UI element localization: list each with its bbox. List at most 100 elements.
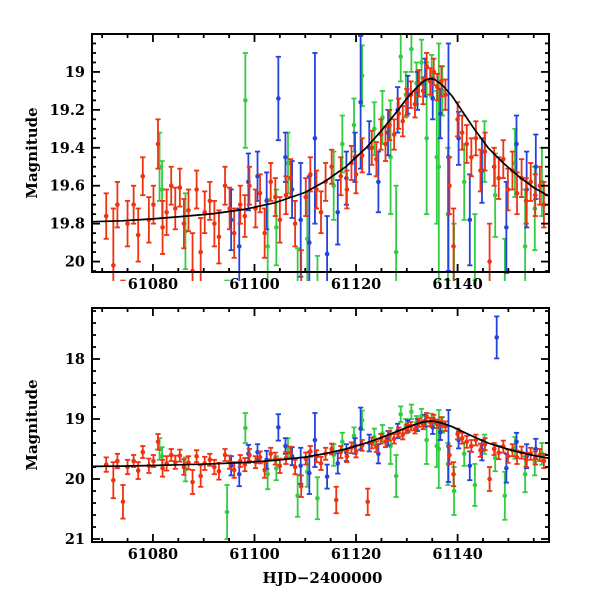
data-point xyxy=(472,482,478,488)
data-point xyxy=(338,173,344,179)
data-point xyxy=(400,118,406,124)
data-point xyxy=(242,213,248,219)
data-point xyxy=(522,471,528,477)
data-point xyxy=(504,465,509,471)
data-point xyxy=(358,99,363,105)
data-point xyxy=(492,192,498,198)
data-point xyxy=(391,132,397,137)
data-point xyxy=(247,452,252,458)
y-tick-label: 19 xyxy=(65,64,85,81)
data-point xyxy=(469,443,474,449)
data-point xyxy=(172,206,178,211)
data-point xyxy=(455,431,460,437)
data-point xyxy=(262,467,267,473)
y-tick-label: 19.4 xyxy=(50,140,85,157)
data-point xyxy=(424,437,429,443)
data-point xyxy=(140,173,146,179)
data-point xyxy=(427,79,433,84)
data-point xyxy=(335,209,341,215)
panel-data-layer xyxy=(92,34,549,281)
data-point xyxy=(298,463,303,469)
y-tick-label: 18 xyxy=(65,351,85,368)
data-point xyxy=(514,439,519,445)
data-point xyxy=(340,439,345,445)
data-point xyxy=(412,101,418,107)
data-point xyxy=(314,187,319,192)
data-point xyxy=(307,470,312,476)
data-point xyxy=(257,190,263,196)
data-point xyxy=(365,499,371,505)
panel-frame xyxy=(91,33,550,273)
y-tick-label: 19 xyxy=(65,411,85,428)
data-point xyxy=(436,446,442,452)
data-point xyxy=(155,439,161,445)
data-point xyxy=(374,156,379,162)
bottom-panel: 18 19 20 21 61080 61100 61120 61140 Magnitude xyxy=(23,307,550,563)
data-point xyxy=(419,60,424,65)
data-point xyxy=(264,198,269,204)
data-point xyxy=(459,130,465,135)
model-curve xyxy=(92,420,549,468)
data-point xyxy=(242,462,248,467)
data-point xyxy=(351,122,357,128)
data-point xyxy=(111,477,116,483)
data-point xyxy=(198,249,203,255)
data-point xyxy=(374,444,379,449)
data-point xyxy=(265,244,270,249)
data-point xyxy=(464,141,470,147)
data-point xyxy=(478,447,483,453)
data-point xyxy=(438,429,443,435)
data-point xyxy=(298,483,304,489)
data-point xyxy=(420,88,426,94)
data-point xyxy=(159,187,165,192)
data-point xyxy=(268,451,274,457)
axis-ticks xyxy=(92,308,549,542)
data-point xyxy=(496,175,502,181)
data-point xyxy=(329,446,334,452)
data-point xyxy=(459,435,465,441)
data-point xyxy=(443,92,448,97)
data-point xyxy=(155,141,161,147)
data-point xyxy=(181,464,187,470)
data-point xyxy=(257,455,263,460)
y-tick-label: 20 xyxy=(65,254,85,271)
data-point xyxy=(207,198,213,204)
data-point xyxy=(455,117,460,122)
data-point xyxy=(537,183,543,189)
x-axis-title: HJD−2400000 xyxy=(263,569,383,587)
data-point xyxy=(451,244,456,249)
data-point xyxy=(177,185,183,190)
data-point xyxy=(514,455,520,460)
y-tick-label: 20 xyxy=(65,471,85,488)
y-tick-label: 19.6 xyxy=(50,178,85,195)
data-point xyxy=(353,449,359,454)
data-point xyxy=(283,443,288,449)
data-point xyxy=(329,164,334,170)
panel-frame xyxy=(91,307,550,543)
data-point xyxy=(216,234,222,240)
data-point xyxy=(131,458,136,464)
data-point xyxy=(283,192,289,198)
top-panel: 19 19.2 19.4 19.6 19.8 20 61080 61100 61120 61140… xyxy=(23,33,550,293)
data-point xyxy=(243,425,248,431)
data-point xyxy=(216,468,222,474)
data-point xyxy=(159,453,165,459)
data-point xyxy=(308,449,313,454)
data-point xyxy=(398,54,404,60)
y-axis-title: Magnitude xyxy=(23,107,41,198)
data-point xyxy=(396,111,401,116)
data-point xyxy=(393,473,399,479)
data-point xyxy=(494,335,499,340)
data-point xyxy=(298,217,303,223)
data-point xyxy=(277,217,283,223)
data-point xyxy=(308,172,313,177)
data-point xyxy=(533,446,539,452)
data-point xyxy=(276,96,281,101)
data-point xyxy=(391,436,397,442)
data-point xyxy=(227,206,232,211)
data-point xyxy=(464,439,470,445)
data-point xyxy=(268,179,274,185)
data-point xyxy=(467,217,473,223)
